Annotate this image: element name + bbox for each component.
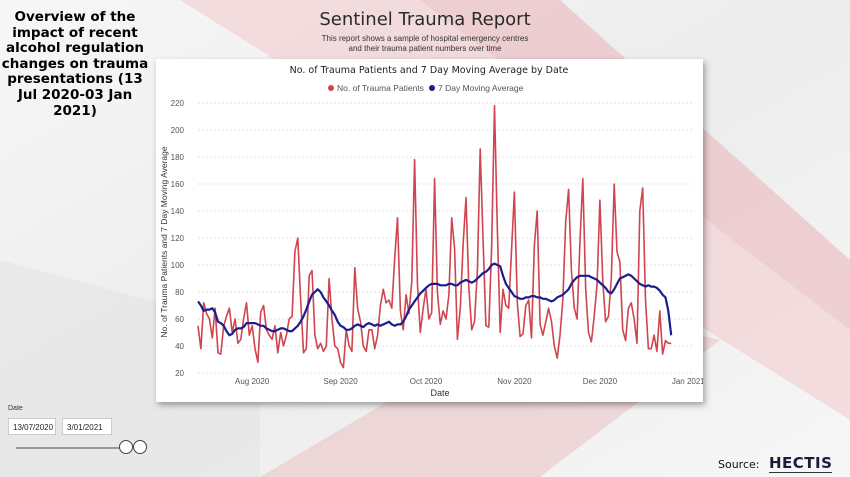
y-tick-label: 80 <box>175 288 184 297</box>
y-axis-label: No. of Trauma Patients and 7 Day Moving … <box>159 146 169 337</box>
y-tick-label: 220 <box>171 99 185 108</box>
y-axis-ticks: 20 40 60 80 100 120 140 160 180 200 220 <box>171 99 185 378</box>
date-range-slider[interactable] <box>16 447 131 449</box>
chart-gridlines <box>198 102 694 374</box>
chart-legend[interactable]: No. of Trauma Patients 7 Day Moving Aver… <box>328 83 524 93</box>
date-end-input[interactable]: 3/01/2021 <box>62 418 112 435</box>
legend-marker-patients <box>328 85 334 91</box>
x-axis-ticks: Aug 2020 Sep 2020 Oct 2020 Nov 2020 Dec 2020… <box>235 377 703 386</box>
x-tick-label: Aug 2020 <box>235 377 270 386</box>
y-tick-label: 20 <box>175 369 184 378</box>
report-subtitle-line1: This report shows a sample of hospital e… <box>321 34 529 43</box>
legend-label-patients: No. of Trauma Patients <box>337 83 424 93</box>
source-label: Source: <box>718 458 760 471</box>
y-tick-label: 180 <box>171 153 185 162</box>
chart-card: No. of Trauma Patients and 7 Day Moving … <box>156 59 703 402</box>
page-title: Sentinel Trauma Report <box>319 9 531 30</box>
chart-series <box>197 104 673 369</box>
trauma-line-chart: No. of Trauma Patients and 7 Day Moving … <box>159 65 703 398</box>
date-start-input[interactable]: 13/07/2020 <box>8 418 56 435</box>
y-tick-label: 120 <box>171 234 185 243</box>
report-subtitle-line2: and their trauma patient numbers over ti… <box>348 44 502 53</box>
x-tick-label: Dec 2020 <box>583 377 618 386</box>
y-tick-label: 160 <box>171 180 185 189</box>
y-tick-label: 100 <box>171 261 185 270</box>
slider-start-handle[interactable] <box>119 440 133 454</box>
x-tick-label: Oct 2020 <box>410 377 443 386</box>
chart-title: No. of Trauma Patients and 7 Day Moving … <box>290 65 569 76</box>
side-title: Overview of the impact of recent alcohol… <box>1 9 149 119</box>
x-tick-label: Jan 2021 <box>672 377 703 386</box>
x-axis-label: Date <box>430 388 449 398</box>
series-line-moving-average <box>197 262 673 337</box>
y-tick-label: 200 <box>171 126 185 135</box>
y-tick-label: 60 <box>175 315 184 324</box>
hectis-logo: HECTIS <box>769 454 833 473</box>
date-slicer-label: Date <box>8 405 23 412</box>
slider-end-handle[interactable] <box>133 440 147 454</box>
y-tick-label: 140 <box>171 207 185 216</box>
legend-marker-moving-average <box>429 85 435 91</box>
x-tick-label: Sep 2020 <box>323 377 358 386</box>
x-tick-label: Nov 2020 <box>497 377 532 386</box>
legend-label-moving-average: 7 Day Moving Average <box>438 83 524 93</box>
y-tick-label: 40 <box>175 342 184 351</box>
report-subtitle: This report shows a sample of hospital e… <box>260 34 590 54</box>
series-line-patients <box>197 104 672 369</box>
